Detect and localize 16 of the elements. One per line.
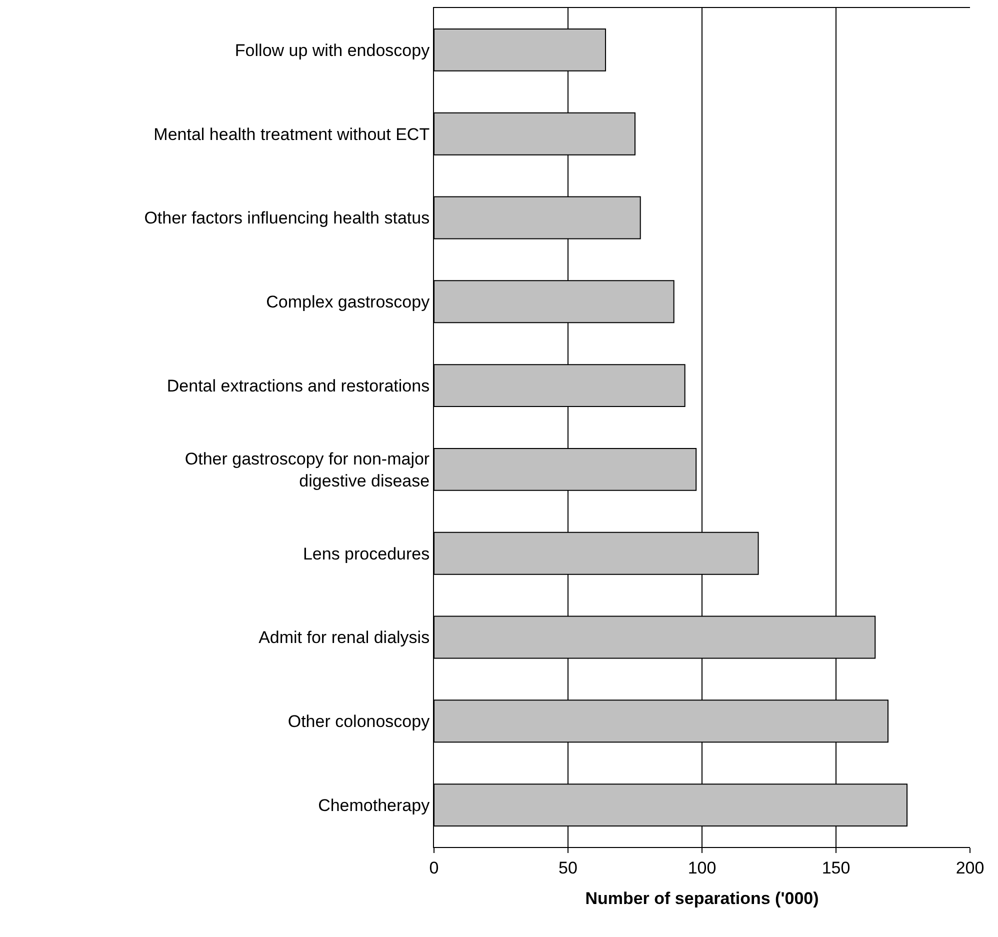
x-axis-title: Number of separations ('000) bbox=[585, 888, 819, 908]
y-tick-label: Dental extractions and restorations bbox=[166, 376, 430, 396]
y-tick-label: Complex gastroscopy bbox=[266, 292, 430, 312]
x-tick-label: 200 bbox=[956, 858, 984, 878]
x-tick-label: 0 bbox=[429, 858, 439, 878]
y-tick-label: Other colonoscopy bbox=[288, 712, 430, 732]
y-tick-label: Other gastroscopy for non-major digestive disease bbox=[184, 449, 430, 490]
x-tick-label: 150 bbox=[822, 858, 850, 878]
y-tick-label: Follow up with endoscopy bbox=[234, 40, 430, 60]
y-tick-label: Other factors influencing health status bbox=[144, 208, 430, 228]
y-tick-label: Mental health treatment without ECT bbox=[154, 124, 430, 144]
x-tick-label: 50 bbox=[558, 858, 578, 878]
y-tick-label: Lens procedures bbox=[302, 544, 430, 564]
y-tick-label: Admit for renal dialysis bbox=[258, 628, 430, 648]
y-tick-label: Chemotherapy bbox=[318, 796, 430, 815]
x-tick-label: 100 bbox=[688, 858, 716, 878]
